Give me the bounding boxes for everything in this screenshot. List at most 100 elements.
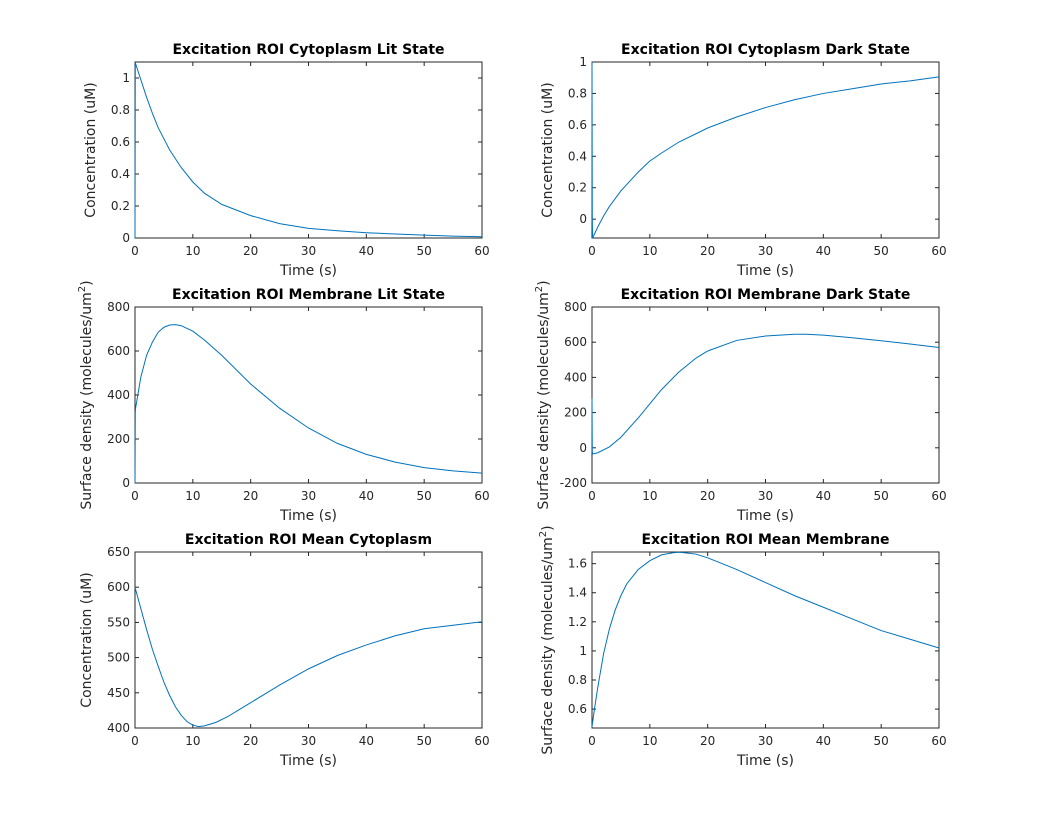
subplot-1: 0 10 20 30 40 50 60 0 0.2 0.4 0.6 0.8 1 Excitation RO… xyxy=(83,42,490,279)
plot-area-frame xyxy=(134,551,483,729)
y-axis-label-close-paren: ) xyxy=(540,525,556,530)
y-axis-label-text: Surface density (molecules/um xyxy=(540,537,556,754)
y-axis-label-text: Surface density (molecules/um xyxy=(79,292,95,509)
x-tick-label: 10 xyxy=(185,734,200,748)
y-axis-label-superscript: 2 xyxy=(538,531,549,537)
y-tick-label: 0 xyxy=(579,441,587,455)
y-tick-label: 0 xyxy=(579,212,587,226)
y-axis-label-text: Surface density (molecules/um xyxy=(536,292,552,509)
x-axis-label: Time (s) xyxy=(736,753,794,769)
subplot-5: 0 10 20 30 40 50 60 400 450 500 550 600 650 Excitatio… xyxy=(79,532,490,769)
x-axis-label: Time (s) xyxy=(736,263,794,279)
x-tick-label: 40 xyxy=(816,244,831,258)
y-axis-label-text: Concentration (uM) xyxy=(79,572,95,707)
y-axis-label: Concentration (uM) xyxy=(79,572,95,707)
x-tick-label: 50 xyxy=(874,489,889,503)
x-tick-label: 20 xyxy=(700,489,715,503)
x-tick-label: 50 xyxy=(417,734,432,748)
y-tick-label: 400 xyxy=(564,370,587,384)
y-tick-label: 600 xyxy=(564,335,587,349)
y-tick-label: 1.4 xyxy=(568,586,587,600)
x-tick-label: 50 xyxy=(417,489,432,503)
chart-title: Excitation ROI Membrane Lit State xyxy=(172,287,445,303)
x-tick-label: 0 xyxy=(588,244,596,258)
x-tick-label: 60 xyxy=(931,734,946,748)
x-tick-label: 60 xyxy=(931,489,946,503)
x-tick-label: 60 xyxy=(474,244,489,258)
y-tick-label: 400 xyxy=(107,388,130,402)
series-line-1 xyxy=(591,61,940,239)
x-tick-label: 60 xyxy=(474,734,489,748)
y-tick-label: 550 xyxy=(107,615,130,629)
y-tick-label: 600 xyxy=(107,344,130,358)
x-axis-label: Time (s) xyxy=(279,263,337,279)
plot-area-frame xyxy=(134,61,483,239)
y-tick-label: 800 xyxy=(564,300,587,314)
x-tick-label: 30 xyxy=(301,489,316,503)
x-tick-label: 10 xyxy=(185,244,200,258)
x-tick-label: 30 xyxy=(758,489,773,503)
chart-title: Excitation ROI Cytoplasm Lit State xyxy=(172,42,444,58)
y-tick-label: 0.6 xyxy=(568,702,587,716)
y-tick-label: 0.4 xyxy=(111,167,130,181)
x-tick-label: 30 xyxy=(301,244,316,258)
y-axis-label: Concentration (uM) xyxy=(540,82,556,217)
chart-title: Excitation ROI Mean Cytoplasm xyxy=(185,532,432,548)
subplot-6: 0 10 20 30 40 50 60 0.6 0.8 1 1.2 1.4 1.6 Excitation … xyxy=(538,525,947,769)
x-tick-label: 10 xyxy=(642,734,657,748)
y-tick-label: 0.8 xyxy=(568,673,587,687)
x-tick-label: 40 xyxy=(359,244,374,258)
series-line-1 xyxy=(134,61,483,239)
y-tick-label: 0.8 xyxy=(568,86,587,100)
x-tick-label: 30 xyxy=(758,734,773,748)
y-tick-label: 400 xyxy=(107,721,130,735)
y-tick-label: 0 xyxy=(122,476,130,490)
y-axis-label-text: Concentration (uM) xyxy=(540,82,556,217)
x-tick-label: 10 xyxy=(185,489,200,503)
x-tick-label: 40 xyxy=(359,734,374,748)
y-tick-label: 1 xyxy=(122,71,130,85)
x-axis-label: Time (s) xyxy=(279,753,337,769)
y-axis-label-superscript: 2 xyxy=(77,286,88,292)
x-tick-label: 20 xyxy=(243,244,258,258)
x-tick-label: 0 xyxy=(588,489,596,503)
y-tick-label: 200 xyxy=(564,406,587,420)
series-line-1 xyxy=(591,333,940,455)
y-tick-label: 0.8 xyxy=(111,103,130,117)
x-tick-label: 20 xyxy=(243,734,258,748)
y-tick-label: -200 xyxy=(560,476,587,490)
y-axis-label-close-paren: ) xyxy=(79,280,95,285)
y-axis-label: Surface density (molecules/um2) xyxy=(534,280,552,509)
y-tick-label: 0.2 xyxy=(111,199,130,213)
plot-area-frame xyxy=(591,551,940,729)
chart-title: Excitation ROI Cytoplasm Dark State xyxy=(621,42,910,58)
y-tick-label: 0 xyxy=(122,231,130,245)
y-tick-label: 1 xyxy=(579,55,587,69)
x-tick-label: 50 xyxy=(874,734,889,748)
series-line-1 xyxy=(591,551,940,727)
x-tick-label: 30 xyxy=(758,244,773,258)
x-tick-label: 40 xyxy=(359,489,374,503)
y-axis-label-superscript: 2 xyxy=(534,286,545,292)
y-tick-label: 1.6 xyxy=(568,557,587,571)
y-axis-label: Concentration (uM) xyxy=(83,82,99,217)
y-tick-label: 1 xyxy=(579,644,587,658)
x-tick-label: 10 xyxy=(642,244,657,258)
y-tick-label: 0.4 xyxy=(568,149,587,163)
x-tick-label: 60 xyxy=(931,244,946,258)
x-tick-label: 20 xyxy=(700,734,715,748)
subplot-4: 0 10 20 30 40 50 60-2000200400600800Excitation… xyxy=(534,280,947,524)
x-tick-label: 10 xyxy=(642,489,657,503)
y-tick-label: 200 xyxy=(107,432,130,446)
chart-title: Excitation ROI Membrane Dark State xyxy=(621,287,911,303)
series-line-1 xyxy=(134,587,483,728)
x-tick-label: 0 xyxy=(588,734,596,748)
x-tick-label: 0 xyxy=(131,244,139,258)
chart-title: Excitation ROI Mean Membrane xyxy=(641,532,889,548)
y-tick-label: 1.2 xyxy=(568,615,587,629)
series-line-1 xyxy=(134,324,483,484)
x-tick-label: 20 xyxy=(700,244,715,258)
subplot-2: 0 10 20 30 40 50 60 0 0.2 0.4 0.6 0.8 1 Excitation RO… xyxy=(540,42,947,279)
y-tick-label: 650 xyxy=(107,545,130,559)
